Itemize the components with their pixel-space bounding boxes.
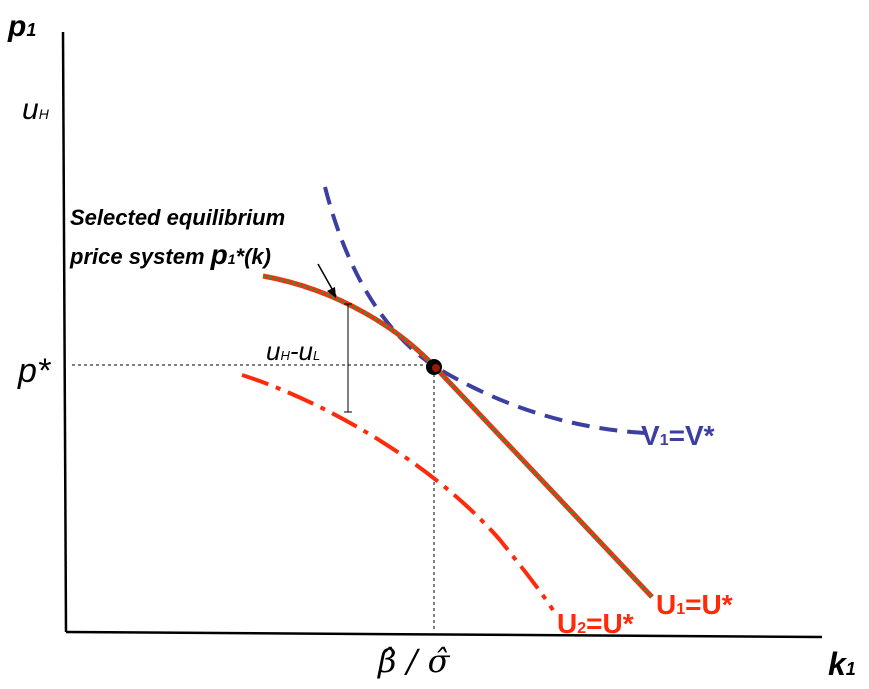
pstar-tick-label: p* — [17, 352, 52, 390]
v1-curve — [323, 186, 646, 435]
u2-curve — [241, 373, 555, 612]
uh-tick-label: uH — [22, 93, 50, 126]
gap-label: uH-uL — [266, 336, 320, 366]
annotation-line-1: Selected equilibrium — [70, 205, 285, 230]
u1-curve-green-overlay — [262, 274, 654, 599]
annotation-line-2: price system p1*(k) — [69, 239, 271, 270]
u2-curve-label: U2=U* — [557, 608, 634, 639]
v1-curve-label: V1=V* — [641, 420, 715, 451]
beta-sigma-tick-label: β̂ / σ̂ — [377, 642, 451, 680]
equilibrium-point-highlight — [432, 364, 440, 372]
u1-curve-label: U1=U* — [656, 589, 733, 620]
x-axis — [65, 630, 823, 639]
x-axis-label: k1 — [828, 646, 856, 682]
y-axis-label: p1 — [7, 10, 36, 43]
annotation-arrowhead-icon — [327, 287, 336, 298]
y-axis — [61, 31, 68, 633]
u1-curve — [262, 273, 654, 599]
